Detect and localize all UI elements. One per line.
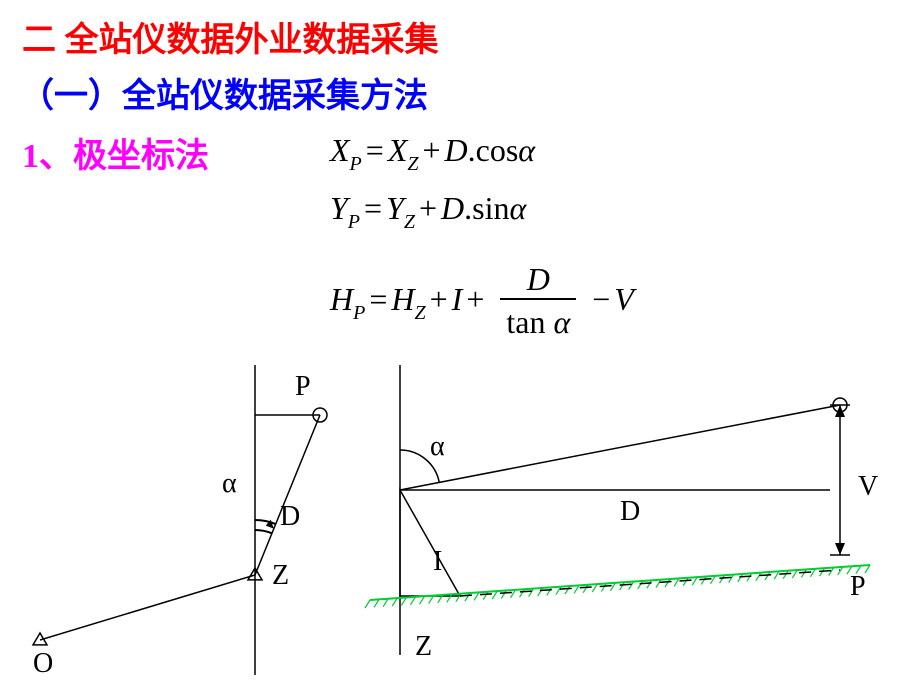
heading-item: 1、极坐标法 — [22, 128, 209, 177]
label-D-left: D — [280, 501, 300, 532]
heading-sub: （一）全站仪数据采集方法 — [20, 68, 428, 117]
label-O: O — [33, 648, 53, 679]
label-P: P — [295, 371, 311, 402]
formula-yp: YP=YZ+D.sinα — [330, 190, 526, 232]
heading-main: 二 全站仪数据外业数据采集 — [22, 12, 439, 61]
formula-xp: XP=XZ+D.cosα — [330, 132, 535, 174]
diagram-right: V I Z D P α — [365, 365, 878, 662]
label-V: V — [858, 471, 878, 502]
frac-den: tan α — [500, 300, 576, 345]
label-Z-right: Z — [415, 631, 432, 662]
diagrams: O Z P α D — [0, 360, 920, 690]
label-alpha-left: α — [222, 468, 237, 499]
formula-hp: HP=HZ+I+ Dtan α −V — [330, 260, 634, 345]
frac-num: D — [500, 260, 576, 300]
label-Z: Z — [272, 560, 289, 591]
label-P-right: P — [850, 571, 866, 602]
diagram-left: O Z P α D — [33, 365, 327, 679]
label-I: I — [433, 546, 442, 577]
label-D-right: D — [620, 496, 640, 527]
label-alpha-right: α — [430, 431, 445, 462]
